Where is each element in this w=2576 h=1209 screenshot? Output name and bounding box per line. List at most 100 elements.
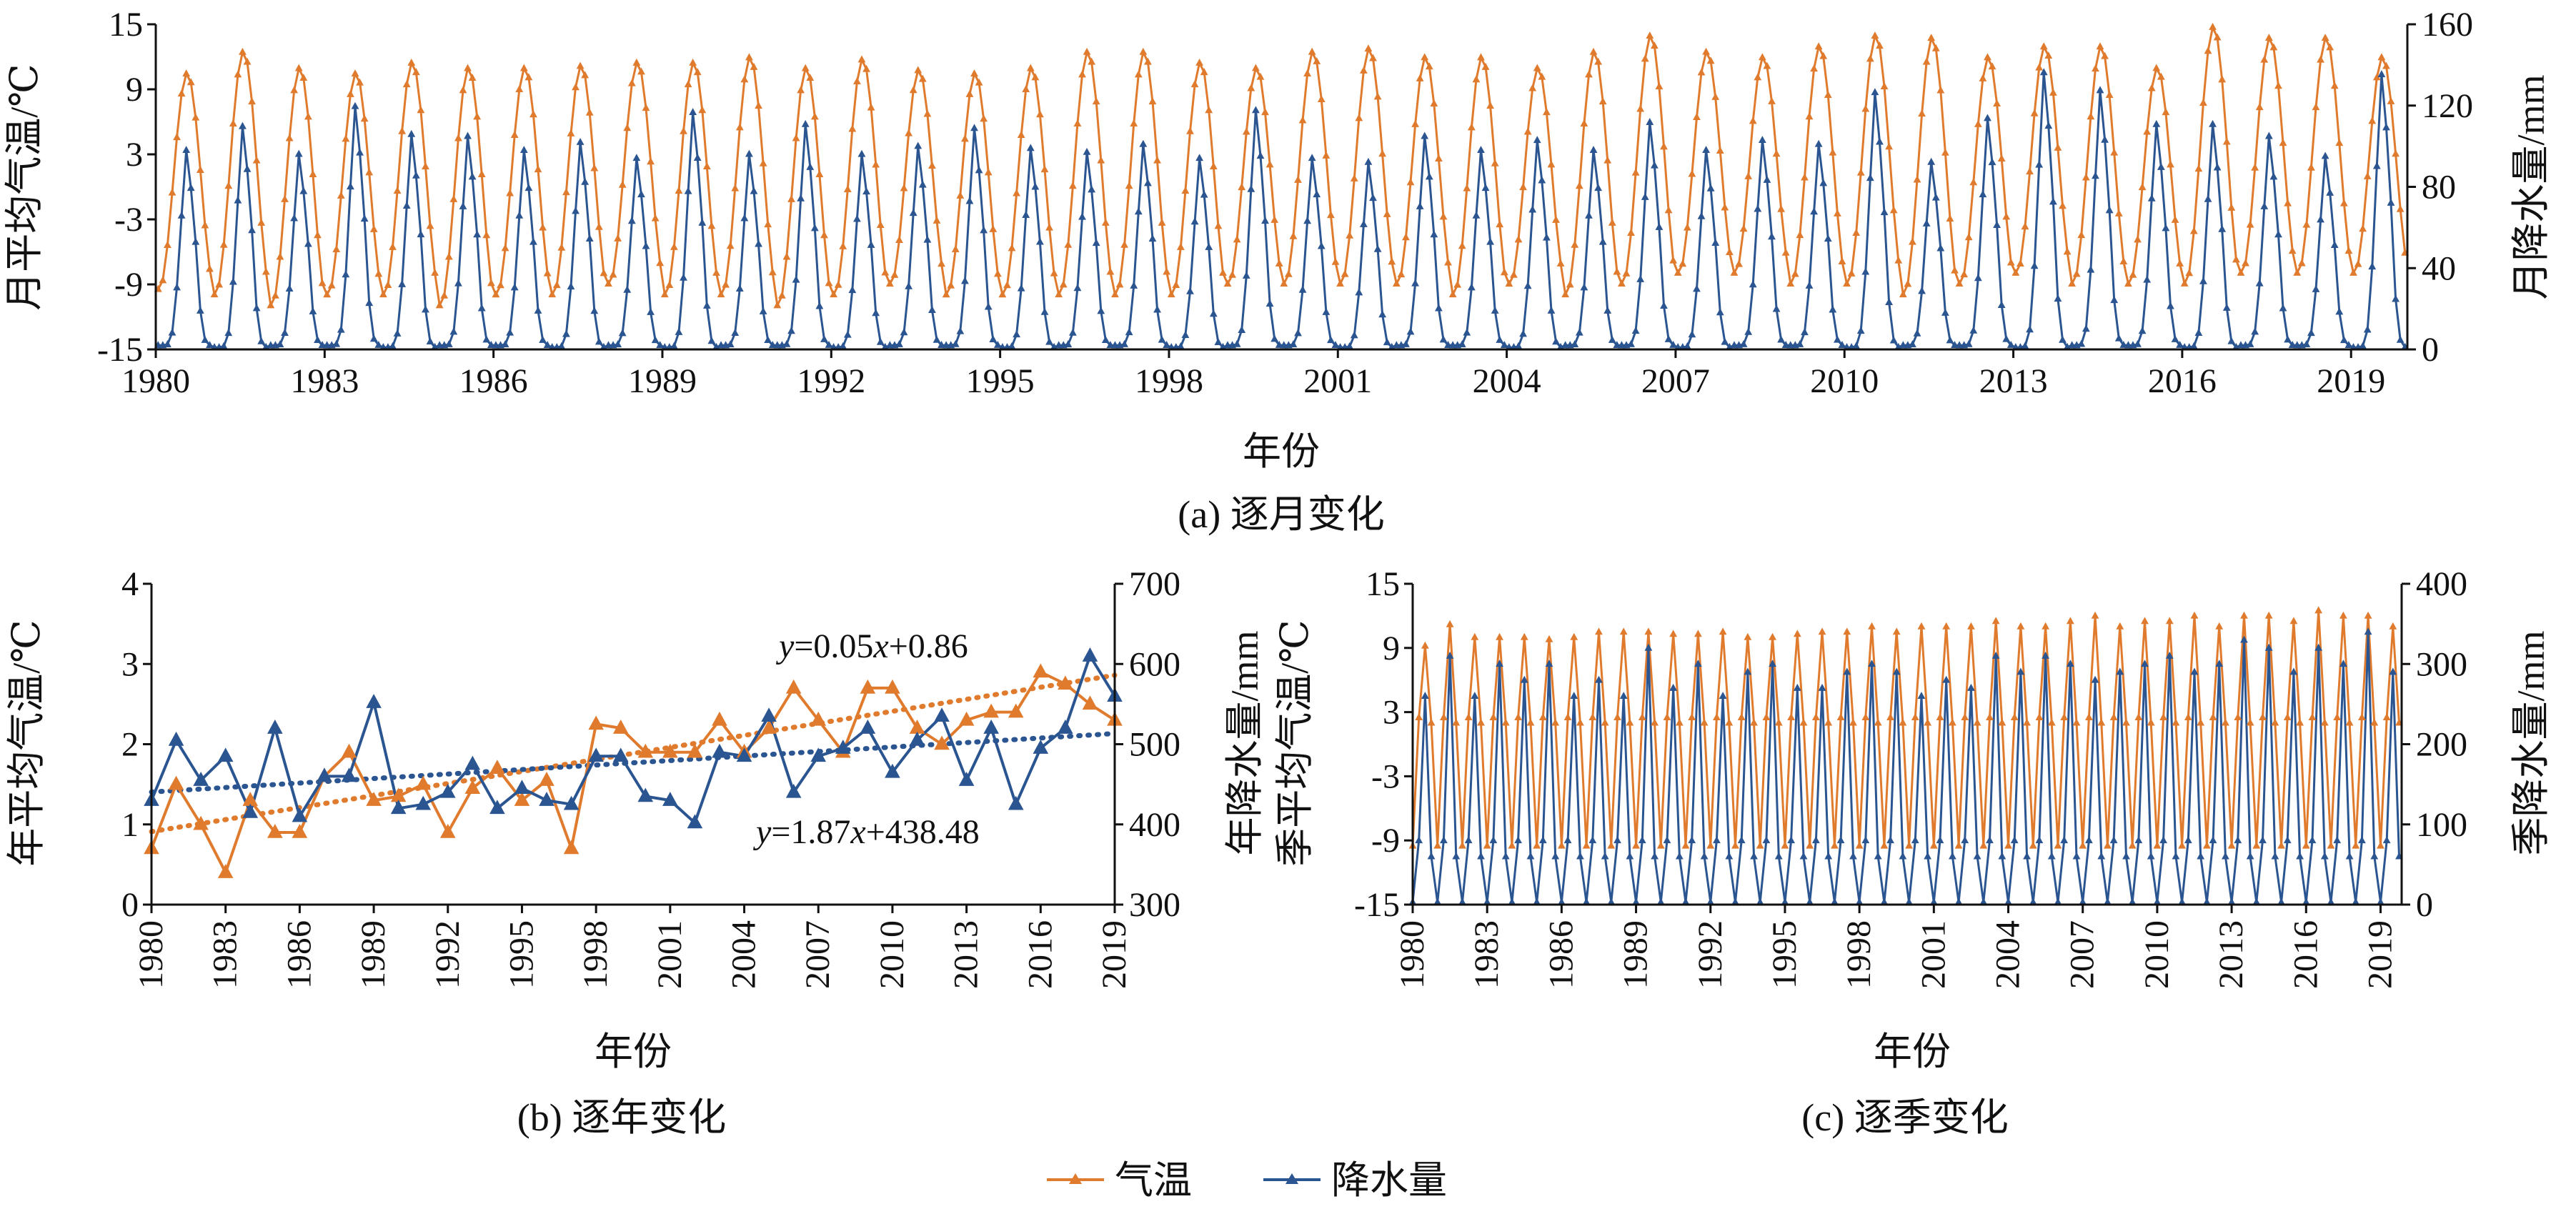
precip-monthly-point [1993, 221, 2001, 228]
temp-monthly-point [1829, 148, 1837, 156]
temp-monthly-point [600, 269, 608, 277]
temp-monthly-point [1674, 268, 1682, 276]
temp-monthly-point [1008, 244, 1016, 252]
temp-monthly-point [1894, 256, 1903, 264]
temp-monthly-point [1955, 279, 1964, 287]
temp-monthly-point [1045, 223, 1053, 231]
precip-seasonal-point [2277, 897, 2285, 905]
precip-monthly-point [1876, 137, 1884, 145]
temp-seasonal-point [1836, 713, 1845, 720]
legend: 气温 降水量 [1047, 1159, 1447, 1202]
precip-monthly-point [839, 342, 847, 349]
temp-monthly-point [947, 281, 955, 289]
temp-monthly-point [1631, 168, 1640, 176]
precip-seasonal-point [1477, 852, 1485, 860]
panel-c-xtick-label: 2010 [2138, 920, 2176, 989]
precip-monthly-point [1871, 88, 1879, 96]
temp-seasonal-point [1737, 713, 1746, 720]
temp-monthly-point [332, 245, 341, 252]
temp-monthly-point [248, 97, 256, 105]
temp-monthly-point [1861, 104, 1870, 112]
precip-monthly-point [820, 335, 828, 342]
temp-monthly-point [1050, 269, 1058, 277]
temp-monthly-point [745, 53, 753, 61]
temp-monthly-point [2274, 81, 2282, 89]
panel-c-xtick-label: 1989 [1617, 920, 1655, 989]
temp-monthly-point [782, 252, 791, 260]
temp-monthly-point [2293, 268, 2302, 276]
panel-a-ytick-label-right: 160 [2422, 6, 2473, 44]
temp-monthly-point [1951, 266, 1959, 274]
panel-b-ytick-label-left: 2 [121, 726, 139, 764]
temp-monthly-point [1556, 259, 1565, 267]
temp-seasonal-point [2004, 841, 2012, 849]
precip-seasonal-point [1886, 836, 1894, 844]
temp-seasonal-point [2042, 622, 2050, 630]
temp-monthly-point [1697, 68, 1706, 76]
temp-seasonal-point [2271, 718, 2279, 726]
precip-monthly-point [1491, 307, 1499, 314]
precip-seasonal-point [1924, 852, 1932, 860]
temp-monthly-point [1739, 224, 1748, 232]
temp-monthly-point [519, 64, 528, 71]
temp-seasonal-point [1644, 627, 1653, 635]
temp-monthly-point [1383, 209, 1391, 217]
precip-monthly-point [1772, 304, 1781, 312]
precip-monthly-point [2021, 342, 2029, 349]
precip-monthly-point [1017, 284, 1025, 292]
precip-monthly-point [1322, 307, 1331, 315]
temp-monthly-point [853, 77, 861, 85]
temp-monthly-point [2087, 112, 2095, 120]
temp-monthly-point [2143, 127, 2152, 135]
panel-c-xtick-label: 1998 [1840, 920, 1878, 989]
temp-seasonal-point [2079, 841, 2087, 849]
panel-a-xtick-label: 1992 [797, 362, 865, 400]
temp-monthly-point [965, 89, 974, 97]
temp-monthly-point [2344, 247, 2353, 254]
temp-monthly-point [2176, 259, 2184, 267]
temp-monthly-point [717, 290, 725, 298]
precip-monthly-point [1885, 298, 1894, 305]
temp-monthly-point [792, 134, 800, 141]
precip-monthly-point [2147, 194, 2156, 201]
temp-monthly-point [656, 259, 665, 267]
temp-seasonal-point [1681, 841, 1690, 849]
precip-seasonal-point [1868, 660, 1876, 667]
precip-monthly-point [993, 341, 1002, 348]
precip-monthly-point [515, 211, 524, 219]
temp-annual-point [909, 720, 925, 734]
precip-seasonal-point [2215, 660, 2224, 667]
temp-monthly-point [2392, 149, 2400, 157]
precip-seasonal-point [1961, 836, 1969, 844]
precip-monthly-point [2246, 339, 2254, 347]
precip-seasonal-point [2023, 852, 2031, 860]
temp-seasonal-point [2184, 713, 2192, 720]
precip-monthly-point [248, 226, 256, 234]
temp-seasonal-point [1781, 841, 1789, 849]
precip-seasonal-point [1520, 675, 1528, 683]
temp-seasonal-point [1806, 841, 1814, 849]
temp-seasonal-point [2023, 718, 2031, 726]
temp-monthly-point [2288, 247, 2297, 254]
precip-monthly-point [576, 137, 585, 145]
precip-seasonal-point [2016, 667, 2025, 675]
precip-monthly-point [2189, 342, 2198, 349]
temp-monthly-point [2363, 172, 2372, 179]
precip-monthly-point [281, 329, 289, 336]
temp-monthly-point [1458, 242, 1466, 249]
precip-seasonal-point [1570, 692, 1578, 700]
precip-monthly-point [1889, 336, 1898, 344]
precip-monthly-point [389, 342, 397, 349]
precip-monthly-point [960, 277, 969, 284]
precip-monthly-point [1894, 342, 1903, 350]
temp-monthly-point [2162, 108, 2170, 116]
temp-monthly-point [1721, 203, 1729, 211]
precip-monthly-point [1824, 234, 1832, 242]
temp-monthly-point [2129, 270, 2137, 278]
temp-monthly-point [257, 218, 266, 226]
temp-seasonal-point [2084, 713, 2093, 720]
precip-monthly-point [670, 342, 678, 349]
precip-seasonal-point [2122, 852, 2130, 860]
temp-seasonal-point [1632, 841, 1640, 849]
panel-a-xtick-label: 2019 [2317, 362, 2385, 400]
